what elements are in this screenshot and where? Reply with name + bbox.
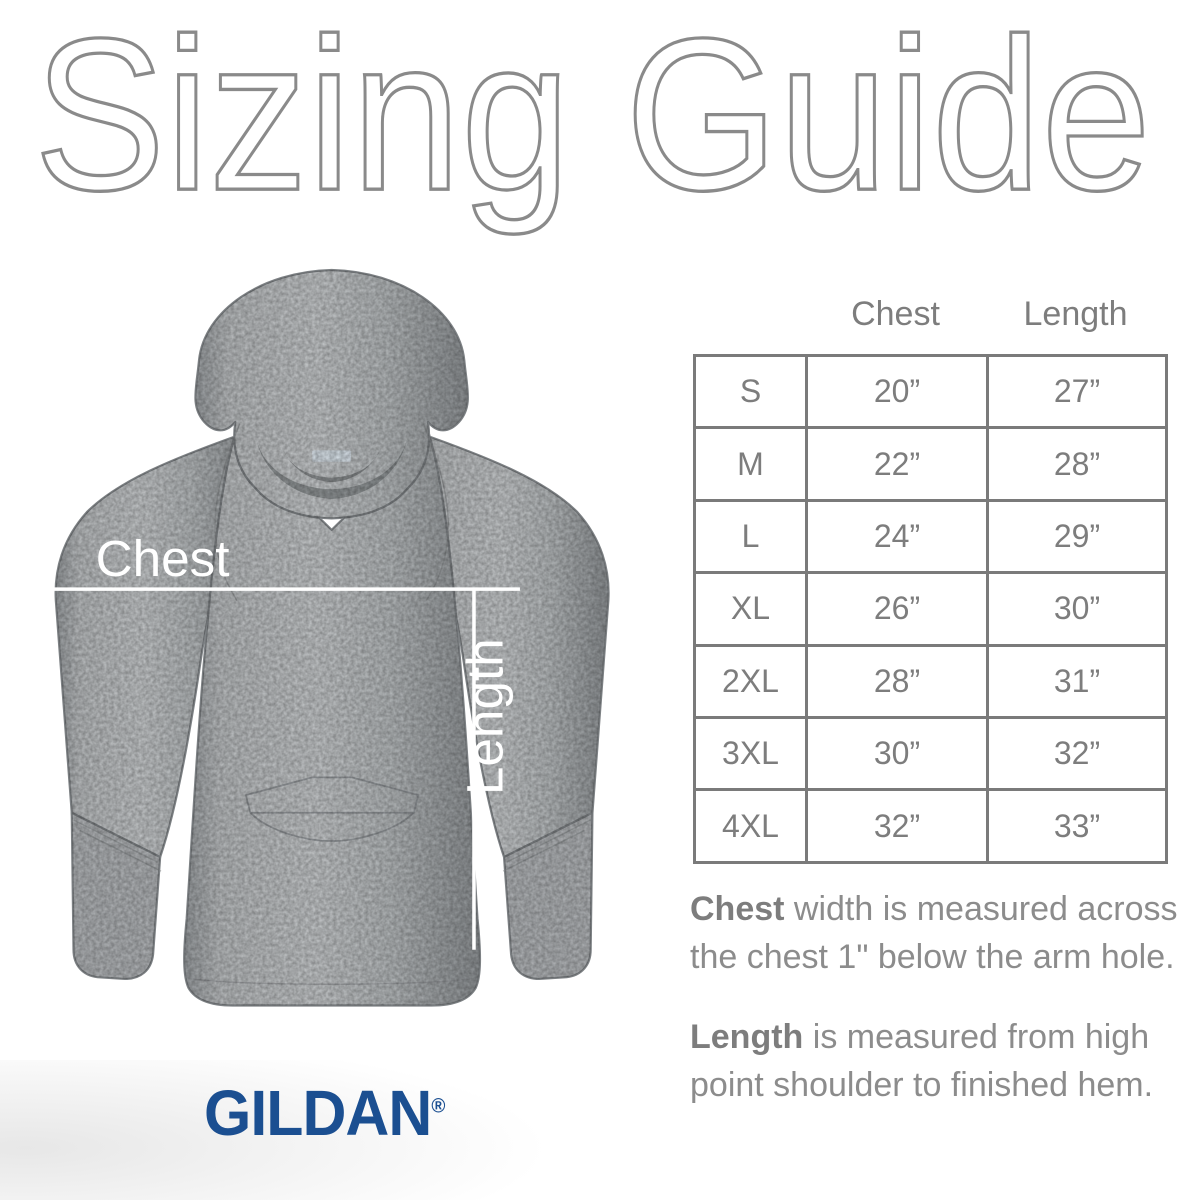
svg-text:Chest: Chest [96, 530, 230, 587]
svg-text:Sizing Guide: Sizing Guide [34, 0, 1151, 235]
svg-text:Length: Length [456, 638, 513, 795]
